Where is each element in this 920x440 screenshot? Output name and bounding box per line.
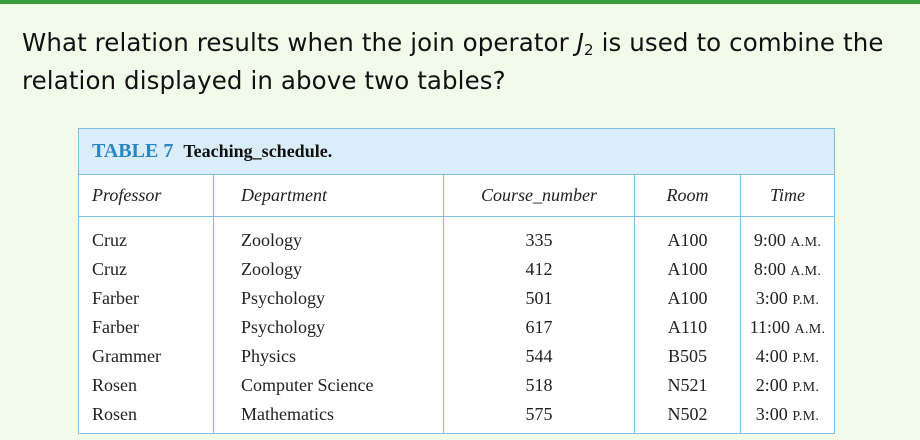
cell-course-number: 617 bbox=[443, 313, 635, 342]
cell-department: Computer Science bbox=[213, 371, 444, 400]
cell-department: Psychology bbox=[213, 313, 444, 342]
cell-room: B505 bbox=[634, 342, 741, 371]
cell-time: 3:00 P.M. bbox=[755, 288, 820, 308]
schedule-table: Professor Department Course_number Room … bbox=[79, 175, 834, 434]
cell-professor: Cruz bbox=[79, 255, 214, 284]
cell-room: N521 bbox=[634, 371, 741, 400]
table-row: Grammer Physics 544 B505 4:00 P.M. bbox=[79, 342, 834, 371]
cell-room: N502 bbox=[634, 400, 741, 434]
column-header-department: Department bbox=[213, 175, 444, 217]
cell-professor: Farber bbox=[79, 313, 214, 342]
cell-time: 8:00 A.M. bbox=[753, 259, 822, 279]
cell-room: A100 bbox=[634, 216, 741, 255]
cell-professor: Cruz bbox=[79, 216, 214, 255]
table-row: Rosen Computer Science 518 N521 2:00 P.M. bbox=[79, 371, 834, 400]
cell-room: A110 bbox=[634, 313, 741, 342]
table-caption-title: Teaching_schedule. bbox=[183, 141, 333, 161]
cell-department: Psychology bbox=[213, 284, 444, 313]
cell-course-number: 544 bbox=[443, 342, 635, 371]
join-operator-symbol: J bbox=[576, 28, 585, 57]
cell-time: 4:00 P.M. bbox=[755, 346, 820, 366]
cell-professor: Rosen bbox=[79, 400, 214, 434]
question-text-before: What relation results when the join oper… bbox=[22, 28, 577, 57]
table-row: Cruz Zoology 335 A100 9:00 A.M. bbox=[79, 216, 834, 255]
cell-time: 11:00 A.M. bbox=[749, 317, 826, 337]
cell-department: Physics bbox=[213, 342, 444, 371]
table-row: Farber Psychology 617 A110 11:00 A.M. bbox=[79, 313, 834, 342]
question-text: What relation results when the join oper… bbox=[22, 24, 902, 100]
column-header-room: Room bbox=[634, 175, 741, 217]
cell-professor: Farber bbox=[79, 284, 214, 313]
cell-course-number: 575 bbox=[443, 400, 635, 434]
table-body: Cruz Zoology 335 A100 9:00 A.M. Cruz Zoology 41… bbox=[79, 216, 834, 434]
table-row: Cruz Zoology 412 A100 8:00 A.M. bbox=[79, 255, 834, 284]
column-header-course-number: Course_number bbox=[443, 175, 635, 217]
top-divider bbox=[0, 0, 920, 4]
table-row: Farber Psychology 501 A100 3:00 P.M. bbox=[79, 284, 834, 313]
cell-time: 3:00 P.M. bbox=[755, 404, 820, 424]
table-header-row: Professor Department Course_number Room … bbox=[79, 175, 834, 217]
join-operator-subscript: 2 bbox=[584, 41, 594, 59]
cell-professor: Grammer bbox=[79, 342, 214, 371]
cell-department: Zoology bbox=[213, 255, 444, 284]
cell-time: 2:00 P.M. bbox=[755, 375, 820, 395]
cell-course-number: 501 bbox=[443, 284, 635, 313]
teaching-schedule-table: TABLE 7 Teaching_schedule. Professor Dep… bbox=[78, 128, 835, 434]
column-header-professor: Professor bbox=[79, 175, 214, 217]
cell-room: A100 bbox=[634, 284, 741, 313]
table-caption-label: TABLE 7 bbox=[92, 140, 174, 162]
cell-time: 9:00 A.M. bbox=[753, 230, 822, 250]
table-row: Rosen Mathematics 575 N502 3:00 P.M. bbox=[79, 400, 834, 434]
cell-course-number: 335 bbox=[443, 216, 635, 255]
table-caption: TABLE 7 Teaching_schedule. bbox=[79, 129, 834, 175]
cell-professor: Rosen bbox=[79, 371, 214, 400]
cell-department: Mathematics bbox=[213, 400, 444, 434]
cell-course-number: 518 bbox=[443, 371, 635, 400]
cell-room: A100 bbox=[634, 255, 741, 284]
cell-department: Zoology bbox=[213, 216, 444, 255]
cell-course-number: 412 bbox=[443, 255, 635, 284]
question-text-after: is used to combine the relation displaye… bbox=[22, 28, 884, 95]
column-header-time: Time bbox=[740, 175, 834, 217]
